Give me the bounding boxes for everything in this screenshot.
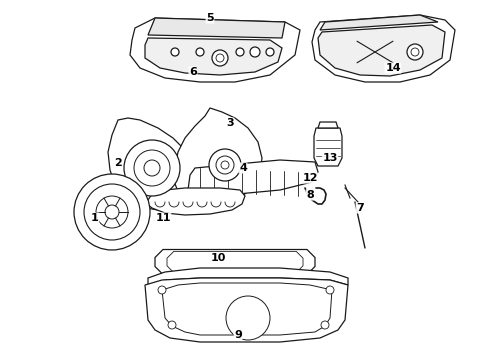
Text: 14: 14	[385, 63, 401, 73]
Circle shape	[96, 196, 128, 228]
Polygon shape	[148, 268, 348, 285]
Text: 1: 1	[91, 213, 99, 223]
Polygon shape	[320, 15, 438, 30]
Text: 13: 13	[322, 153, 338, 163]
Text: 10: 10	[210, 253, 226, 263]
Polygon shape	[148, 18, 285, 38]
Text: 5: 5	[206, 13, 214, 23]
Circle shape	[168, 321, 176, 329]
Text: 7: 7	[356, 203, 364, 213]
Text: 4: 4	[239, 163, 247, 173]
Text: 6: 6	[189, 67, 197, 77]
Circle shape	[84, 184, 140, 240]
Polygon shape	[145, 38, 282, 75]
Polygon shape	[318, 25, 445, 76]
Circle shape	[105, 205, 119, 219]
Polygon shape	[318, 122, 338, 128]
Circle shape	[74, 174, 150, 250]
Circle shape	[158, 286, 166, 294]
Circle shape	[209, 149, 241, 181]
Circle shape	[407, 44, 423, 60]
Circle shape	[144, 160, 160, 176]
Polygon shape	[130, 18, 300, 82]
Text: 12: 12	[302, 173, 318, 183]
Circle shape	[236, 48, 244, 56]
Circle shape	[411, 48, 419, 56]
Polygon shape	[155, 249, 315, 274]
Circle shape	[216, 54, 224, 62]
Text: 11: 11	[155, 213, 171, 223]
Circle shape	[226, 296, 270, 340]
Circle shape	[124, 140, 180, 196]
Text: 9: 9	[234, 330, 242, 340]
Circle shape	[326, 286, 334, 294]
Circle shape	[221, 161, 229, 169]
Polygon shape	[314, 128, 342, 166]
Polygon shape	[162, 283, 332, 335]
Polygon shape	[175, 108, 262, 207]
Circle shape	[321, 321, 329, 329]
Polygon shape	[145, 278, 348, 342]
Circle shape	[266, 48, 274, 56]
Circle shape	[196, 48, 204, 56]
Text: 8: 8	[306, 190, 314, 200]
Circle shape	[250, 47, 260, 57]
Circle shape	[134, 150, 170, 186]
Polygon shape	[147, 188, 245, 215]
Circle shape	[212, 50, 228, 66]
Text: 2: 2	[114, 158, 122, 168]
Circle shape	[171, 48, 179, 56]
Polygon shape	[167, 251, 303, 273]
Text: 3: 3	[226, 118, 234, 128]
Polygon shape	[108, 118, 195, 210]
Polygon shape	[188, 160, 318, 198]
Circle shape	[216, 156, 234, 174]
Polygon shape	[312, 15, 455, 82]
